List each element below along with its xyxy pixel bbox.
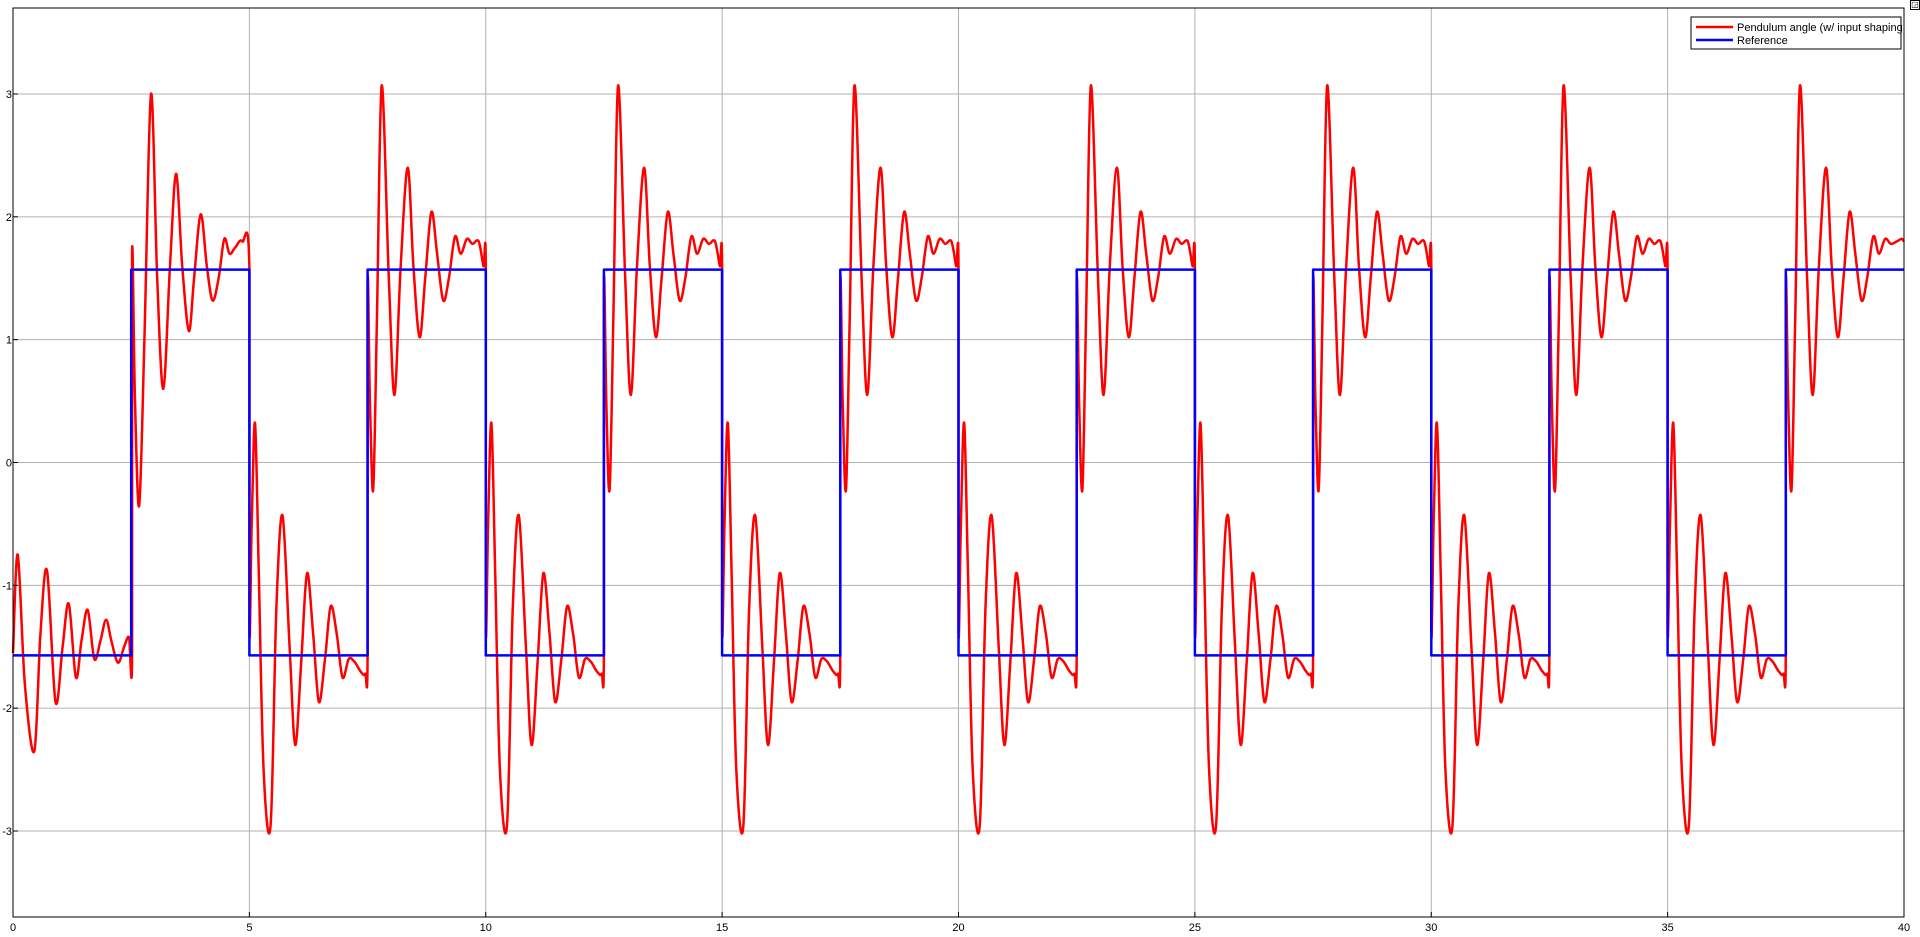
x-tick-label: 40: [1898, 922, 1910, 934]
legend[interactable]: Pendulum angle (w/ input shaping Referen…: [1690, 16, 1903, 50]
series-layer: [11, 84, 1905, 835]
legend-label-reference: Reference: [1737, 35, 1788, 47]
legend-label-pendulum: Pendulum angle (w/ input shaping: [1737, 22, 1903, 34]
x-tick-label: 35: [1662, 922, 1674, 934]
series-line-reference: [13, 268, 1904, 657]
x-tick-label: 15: [716, 922, 728, 934]
x-tick-label: 10: [480, 922, 492, 934]
x-tick-label: 5: [246, 922, 252, 934]
x-tick-label: 30: [1425, 922, 1437, 934]
y-tick-label: 3: [6, 89, 12, 101]
tick-layer: 0 5 10 15 20 25 30 35 40 -3 -2 -1 0 1 2 3: [2, 89, 1910, 934]
y-tick-label: 0: [6, 458, 12, 470]
y-tick-label: -2: [2, 703, 12, 715]
series-line-pendulum: [11, 84, 1905, 835]
x-tick-label: 25: [1189, 922, 1201, 934]
legend-box: [1690, 16, 1902, 50]
x-tick-label: 20: [952, 922, 964, 934]
x-tick-label: 0: [10, 922, 16, 934]
y-tick-label: -3: [2, 826, 12, 838]
y-tick-label: 2: [6, 212, 12, 224]
y-tick-label: 1: [6, 335, 12, 347]
y-tick-label: -1: [2, 580, 12, 592]
axes-toolbar-toggle-button[interactable]: ◲: [1910, 0, 1920, 10]
